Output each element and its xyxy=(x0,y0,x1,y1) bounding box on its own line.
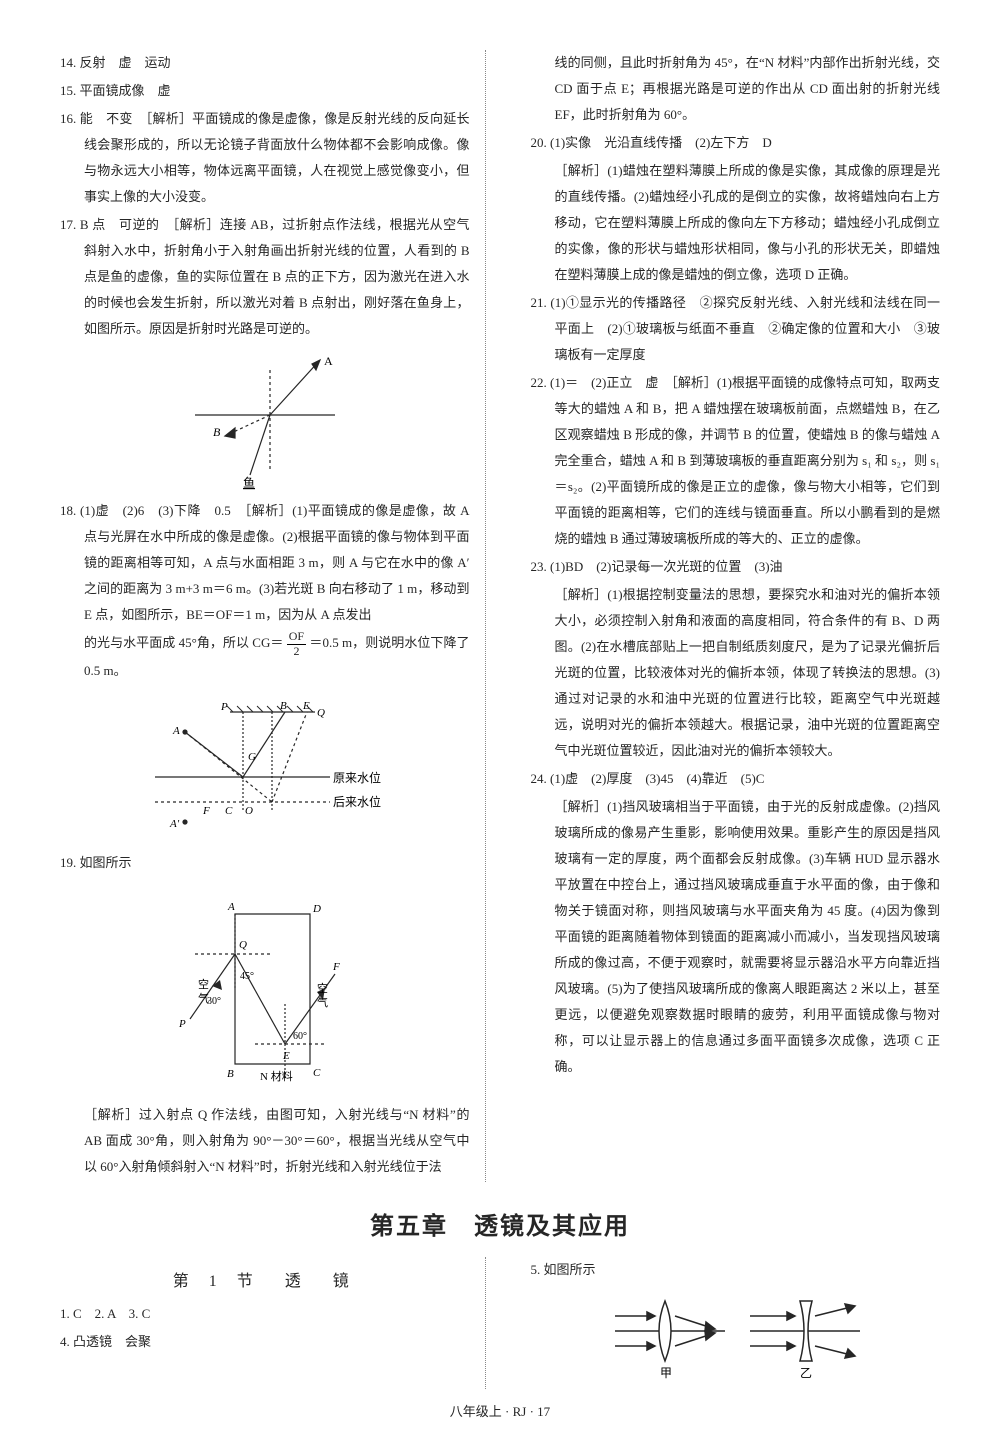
right-column: 线的同侧，且此时折射角为 45°，在“N 材料”内部作出折射光线，交 CD 面于… xyxy=(516,50,941,1182)
lower-left-column: 第 1 节 透 镜 1. C 2. A 3. C 4. 凸透镜 会聚 xyxy=(60,1257,486,1389)
d18-Q: Q xyxy=(317,707,325,719)
d19-airr1: 空 xyxy=(317,981,328,995)
d5-l: 甲 xyxy=(660,1366,672,1380)
d19-airl1: 空 xyxy=(198,977,209,991)
left-column: 14. 反射 虚 运动 15. 平面镜成像 虚 16. 能 不变 ［解析］平面镜… xyxy=(60,50,486,1182)
diagram-17: A B 鱼 xyxy=(60,350,470,490)
q16: 16. 能 不变 ［解析］平面镜成的像是虚像，像是反射光线的反向延长线会聚形成的… xyxy=(60,106,470,210)
d19-60: 60° xyxy=(293,1031,307,1042)
d18-B: B xyxy=(280,700,287,712)
d19-A: A xyxy=(227,901,235,913)
q20-expl: ［解析］(1)蜡烛在塑料薄膜上所成的像是实像，其成像的原理是光的直线传播。(2)… xyxy=(531,158,941,288)
chapter-title: 第五章 透镜及其应用 xyxy=(60,1206,940,1241)
lower-right-column: 5. 如图所示 xyxy=(516,1257,941,1389)
lower-q4: 4. 凸透镜 会聚 xyxy=(60,1329,470,1355)
q23: 23. (1)BD (2)记录每一次光斑的位置 (3)油 xyxy=(531,554,941,580)
d19-E: E xyxy=(282,1050,290,1062)
label-B: B xyxy=(213,425,221,439)
q23-expl: ［解析］(1)根据控制变量法的思想，要探究水和油对光的偏折本领大小，必须控制入射… xyxy=(531,582,941,764)
q14: 14. 反射 虚 运动 xyxy=(60,50,470,76)
d19-D: D xyxy=(312,903,321,915)
label-A: A xyxy=(324,354,333,368)
d18-Ap: A′ xyxy=(169,818,180,830)
d18-E: E xyxy=(302,700,310,712)
frac-num: OF xyxy=(287,630,306,644)
d18-orig: 原来水位 xyxy=(333,770,381,785)
q19: 19. 如图所示 xyxy=(60,850,470,876)
lower-two-column: 第 1 节 透 镜 1. C 2. A 3. C 4. 凸透镜 会聚 5. 如图… xyxy=(60,1257,940,1389)
d18-O: O xyxy=(245,805,253,817)
d18-A: A xyxy=(172,725,180,737)
section-title: 第 1 节 透 镜 xyxy=(60,1267,470,1291)
d18-G: G xyxy=(248,751,256,763)
d19-P: P xyxy=(178,1018,186,1030)
diagram-5: 甲 乙 xyxy=(531,1291,941,1381)
page-footer: 八年级上 · RJ · 17 xyxy=(0,1401,1000,1420)
frac-den: 2 xyxy=(287,645,306,658)
d19-Q: Q xyxy=(239,939,247,951)
q18a: 18. (1)虚 (2)6 (3)下降 0.5 ［解析］(1)平面镜成的像是虚像… xyxy=(60,498,470,628)
d5-r: 乙 xyxy=(800,1366,812,1380)
q24-expl: ［解析］(1)挡风玻璃相当于平面镜，由于光的反射成虚像。(2)挡风玻璃所成的像易… xyxy=(531,794,941,1080)
d19-N: N 材料 xyxy=(260,1069,293,1083)
d19-45: 45° xyxy=(240,971,254,982)
fraction-of-2: OF2 xyxy=(287,630,306,657)
lower-q5: 5. 如图所示 xyxy=(531,1257,941,1283)
d18-C: C xyxy=(225,805,233,817)
d19-airr2: 气 xyxy=(317,995,328,1009)
q20: 20. (1)实像 光沿直线传播 (2)左下方 D xyxy=(531,130,941,156)
q19-cont: 线的同侧，且此时折射角为 45°，在“N 材料”内部作出折射光线，交 CD 面于… xyxy=(531,50,941,128)
diagram-19: A D B C E F P Q N 材料 空 气 空 气 30° 45° 60° xyxy=(60,884,470,1094)
d18-after: 后来水位 xyxy=(333,794,381,809)
d19-F: F xyxy=(332,961,340,973)
lower-q1: 1. C 2. A 3. C xyxy=(60,1301,470,1327)
d18-F: F xyxy=(202,805,210,817)
q24: 24. (1)虚 (2)厚度 (3)45 (4)靠近 (5)C xyxy=(531,766,941,792)
q15: 15. 平面镜成像 虚 xyxy=(60,78,470,104)
label-fish: 鱼 xyxy=(243,476,255,490)
d18-P: P xyxy=(220,701,228,713)
q19-expl: ［解析］过入射点 Q 作法线，由图可知，入射光线与“N 材料”的 AB 面成 3… xyxy=(60,1102,470,1180)
q18b-text: 的光与水平面成 45°角，所以 CG＝ xyxy=(84,635,283,650)
d19-30: 30° xyxy=(207,996,221,1007)
q22: 22. (1)＝ (2)正立 虚 ［解析］(1)根据平面镜的成像特点可知，取两支… xyxy=(531,370,941,552)
q21: 21. (1)①显示光的传播路径 ②探究反射光线、入射光线和法线在同一平面上 (… xyxy=(531,290,941,368)
d19-B: B xyxy=(227,1068,234,1080)
diagram-18: P B E Q A G A′ F C O 原来水位 后来水位 xyxy=(60,692,470,842)
q18b: 的光与水平面成 45°角，所以 CG＝ OF2 ＝0.5 m，则说明水位下降了 … xyxy=(60,630,470,684)
d19-C: C xyxy=(313,1067,321,1079)
main-two-column: 14. 反射 虚 运动 15. 平面镜成像 虚 16. 能 不变 ［解析］平面镜… xyxy=(60,50,940,1182)
q17: 17. B 点 可逆的 ［解析］连接 AB，过折射点作法线，根据光从空气斜射入水… xyxy=(60,212,470,342)
